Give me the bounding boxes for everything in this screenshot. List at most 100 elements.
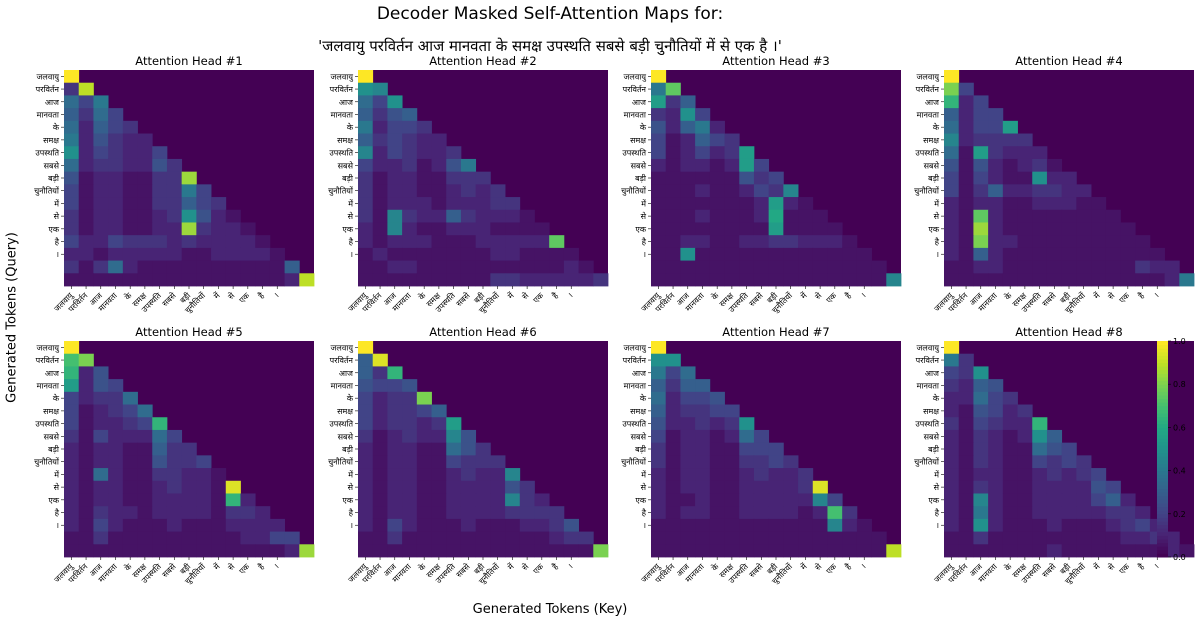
heatmap-cell xyxy=(944,518,960,532)
heatmap-cell xyxy=(665,455,681,469)
heatmap-cell xyxy=(446,158,462,173)
heatmap-cell xyxy=(108,493,124,507)
heatmap-cell xyxy=(475,235,491,249)
colorbar-segment xyxy=(1157,373,1168,378)
y-tick-label: से xyxy=(54,211,60,221)
heatmap-cell xyxy=(695,468,711,482)
y-tick-label: एक xyxy=(635,225,646,234)
heatmap-cell xyxy=(753,222,770,236)
heatmap-cell xyxy=(358,235,374,249)
heatmap-cell xyxy=(152,158,168,173)
heatmap-cell xyxy=(1076,518,1092,532)
heatmap-cell xyxy=(93,429,109,444)
heatmap-cell xyxy=(709,442,725,456)
x-tick-label: एक xyxy=(237,561,251,575)
heatmap-cell xyxy=(651,235,667,249)
heatmap-cell xyxy=(724,480,740,494)
heatmap-cell xyxy=(944,366,960,380)
heatmap-cell xyxy=(973,544,989,558)
heatmap-cell xyxy=(739,417,755,431)
y-tick-label: है xyxy=(935,508,940,518)
y-tick-label: । xyxy=(350,250,353,259)
heatmap-cell xyxy=(1002,493,1018,507)
y-tick-label: है xyxy=(349,237,354,247)
heatmap-cell xyxy=(431,235,447,249)
y-tick-label: उपस्थति xyxy=(622,148,646,158)
heatmap-cell xyxy=(372,506,388,520)
heatmap-cell xyxy=(549,247,565,261)
heatmap-cell xyxy=(973,480,989,494)
heatmap-cell xyxy=(358,366,374,380)
heatmap-cell xyxy=(225,260,241,274)
heatmap-cell xyxy=(196,531,212,545)
heatmap-cell xyxy=(255,506,271,520)
y-tick-label: आज xyxy=(45,369,60,378)
heatmap-cell xyxy=(490,518,506,532)
heatmap-cell xyxy=(958,506,974,520)
heatmap-cell xyxy=(64,442,80,456)
y-tick-label: जलवायु xyxy=(330,72,354,82)
heatmap-cell xyxy=(446,544,462,558)
y-tick-label: में xyxy=(934,469,939,479)
heatmap-cell xyxy=(1046,544,1063,558)
heatmap-cell xyxy=(988,493,1004,507)
y-tick-label: आज xyxy=(632,369,647,378)
heatmap-cell xyxy=(665,468,681,482)
heatmap-cell xyxy=(549,506,565,520)
heatmap-cell xyxy=(680,260,696,274)
x-tick-label: सबसे xyxy=(747,290,765,308)
heatmap-cell xyxy=(1120,260,1136,274)
heatmap-cell xyxy=(431,544,447,558)
heatmap-cell xyxy=(651,108,667,122)
heatmap-cell xyxy=(827,273,843,287)
heatmap-cell xyxy=(108,506,124,520)
heatmap-cell xyxy=(665,197,681,211)
heatmap-cell xyxy=(358,391,374,405)
heatmap-cell xyxy=(958,171,974,185)
heatmap-cell xyxy=(1017,158,1033,173)
heatmap-cell xyxy=(651,120,667,134)
colorbar-segment xyxy=(1157,441,1168,446)
y-tick-label: उपस्थति xyxy=(35,419,59,429)
heatmap-cell xyxy=(680,544,696,558)
y-tick-label: सबसे xyxy=(631,160,647,170)
heatmap-cell xyxy=(827,235,843,249)
heatmap-cell xyxy=(812,544,828,558)
heatmap-cell xyxy=(196,260,212,274)
heatmap-cell xyxy=(988,391,1004,405)
heatmap-cell xyxy=(358,379,374,393)
heatmap-cell xyxy=(1076,222,1092,236)
heatmap-cell xyxy=(166,480,183,494)
heatmap-cell xyxy=(78,544,94,558)
heatmap-cell xyxy=(78,235,94,249)
y-tick-label: । xyxy=(350,521,353,530)
y-tick-label: समक्ष xyxy=(923,136,939,145)
heatmap-cell xyxy=(665,480,681,494)
heatmap-cell xyxy=(416,391,432,405)
colorbar-segment xyxy=(1157,341,1168,346)
heatmap-cell xyxy=(1017,146,1033,160)
heatmap-cell xyxy=(446,506,462,520)
heatmap-cell xyxy=(387,379,403,393)
heatmap-cell xyxy=(78,379,94,393)
heatmap-cell xyxy=(695,184,711,198)
heatmap-cell xyxy=(827,247,843,261)
y-tick-label: समक्ष xyxy=(43,407,59,416)
y-tick-label: से xyxy=(348,211,354,221)
heatmap-cell xyxy=(944,468,960,482)
heatmap-cell xyxy=(709,146,725,160)
heatmap-cell xyxy=(431,518,447,532)
heatmap-cell xyxy=(958,146,974,160)
heatmap-cell xyxy=(695,531,711,545)
heatmap-cell xyxy=(64,82,80,96)
heatmap-cell xyxy=(108,544,124,558)
heatmap-cell xyxy=(387,493,403,507)
heatmap-cell xyxy=(944,222,960,236)
heatmap-cell xyxy=(416,235,432,249)
heatmap-cell xyxy=(1149,260,1165,274)
heatmap-cell xyxy=(387,222,403,236)
heatmap-cell xyxy=(460,455,477,469)
y-tick-label: मानवता xyxy=(624,110,647,119)
heatmap-cell xyxy=(416,197,432,211)
heatmap-cell xyxy=(475,480,491,494)
